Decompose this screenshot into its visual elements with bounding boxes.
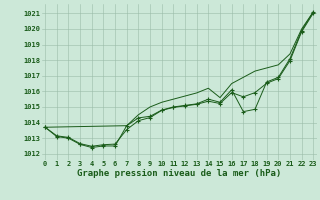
X-axis label: Graphe pression niveau de la mer (hPa): Graphe pression niveau de la mer (hPa) [77, 169, 281, 178]
